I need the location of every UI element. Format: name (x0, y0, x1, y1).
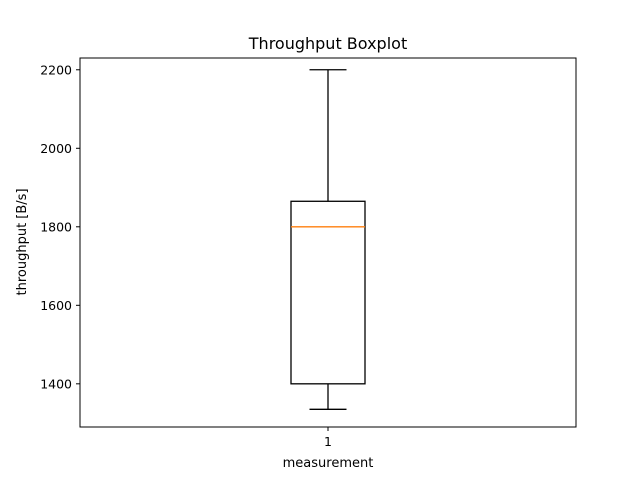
y-tick-label: 1800 (40, 219, 72, 234)
y-axis-label: throughput [B/s] (15, 188, 30, 295)
y-tick-label: 2200 (40, 62, 72, 77)
y-tick-label: 1600 (40, 298, 72, 313)
y-axis: 1400 1600 1800 2000 2200 (40, 62, 80, 391)
y-tick-label: 1400 (40, 376, 72, 391)
box-series (290, 69, 366, 410)
box-iqr (290, 200, 366, 385)
chart-title: Throughput Boxplot (248, 34, 407, 53)
x-axis-label: measurement (283, 456, 374, 471)
x-axis: 1 (324, 427, 332, 449)
box-1 (290, 69, 366, 410)
x-tick-label: 1 (324, 434, 332, 449)
y-tick-label: 2000 (40, 141, 72, 156)
